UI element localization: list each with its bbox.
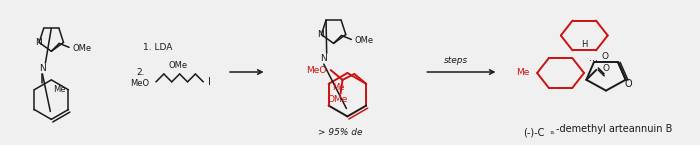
Text: N: N (317, 30, 324, 39)
Text: N: N (35, 38, 41, 47)
Text: 1. LDA: 1. LDA (143, 43, 172, 52)
Text: MeO: MeO (130, 79, 149, 88)
Text: steps: steps (444, 56, 468, 65)
Text: OMe: OMe (72, 44, 91, 53)
Text: -demethyl arteannuin B: -demethyl arteannuin B (556, 124, 672, 134)
Text: Me: Me (332, 83, 345, 92)
Text: N: N (39, 64, 46, 72)
Text: Me: Me (53, 85, 66, 94)
Text: N: N (321, 54, 327, 63)
Text: O: O (602, 52, 609, 61)
Text: H: H (581, 40, 587, 49)
Text: MeO: MeO (307, 66, 327, 75)
Text: Me: Me (516, 68, 529, 77)
Text: OMe: OMe (168, 61, 187, 70)
Text: ···: ··· (589, 56, 598, 66)
Text: O: O (603, 64, 610, 73)
Text: > 95% de: > 95% de (318, 128, 363, 137)
Text: 2.: 2. (136, 68, 145, 77)
Text: OMe: OMe (354, 36, 373, 45)
Text: (-)-C: (-)-C (523, 127, 545, 137)
Text: I: I (208, 77, 211, 87)
Text: ₁₅: ₁₅ (550, 129, 555, 135)
Text: O: O (624, 79, 632, 89)
Text: OMe: OMe (328, 95, 348, 104)
